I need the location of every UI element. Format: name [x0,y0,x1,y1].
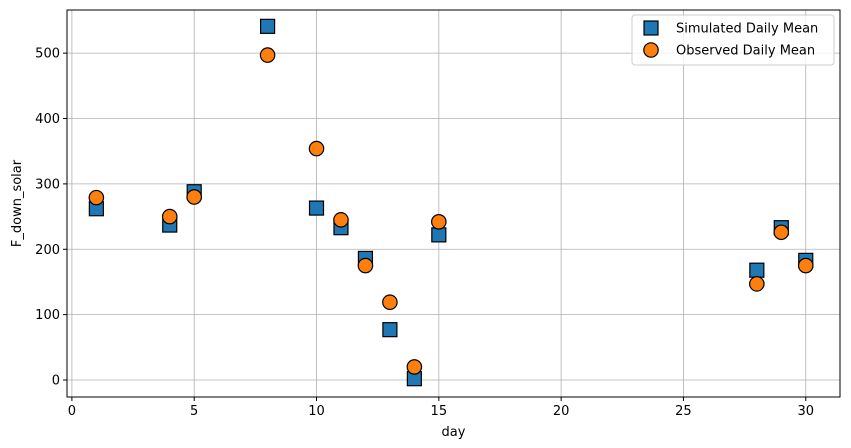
observed-point [308,140,325,157]
observed-point [259,47,276,63]
observed-point [406,359,423,375]
observed-point [186,189,203,205]
x-tick-label: 20 [553,404,570,419]
x-tick-label: 5 [190,404,198,419]
observed-point [88,189,105,206]
legend-marker-circle [643,42,659,58]
observed-point [161,208,178,225]
x-axis-label: day [442,425,466,440]
observed-point [773,224,790,241]
y-tick-label: 0 [52,374,60,389]
y-tick-label: 400 [35,112,60,127]
legend: Simulated Daily Mean Observed Daily Mean [631,14,835,66]
observed-point [797,257,814,274]
legend-box [631,14,835,66]
observed-point [333,212,349,228]
y-tick-label: 300 [35,177,60,192]
x-tick-label: 10 [308,404,325,419]
legend-label-simulated: Simulated Daily Mean [676,22,818,37]
simulated-point [749,262,765,278]
simulated-point [431,227,447,243]
legend-marker-square [643,20,659,36]
y-tick-label: 100 [35,308,60,323]
simulated-point [308,200,325,216]
x-tick-label: 15 [431,404,448,419]
data-points [88,18,814,387]
x-tick-label: 30 [797,404,814,419]
x-tick-label: 25 [675,404,692,419]
observed-point [431,214,447,230]
x-tick-label: 0 [68,404,76,419]
plot-frame [66,9,841,398]
observed-point [749,276,765,292]
y-tick-label: 500 [35,47,60,62]
simulated-point [382,322,398,338]
y-tick-label: 200 [35,243,60,258]
legend-label-observed: Observed Daily Mean [676,44,815,59]
observed-point [382,294,398,311]
observed-point [357,257,374,274]
y-axis-label: F_down_solar [10,159,25,247]
simulated-point [259,18,276,34]
